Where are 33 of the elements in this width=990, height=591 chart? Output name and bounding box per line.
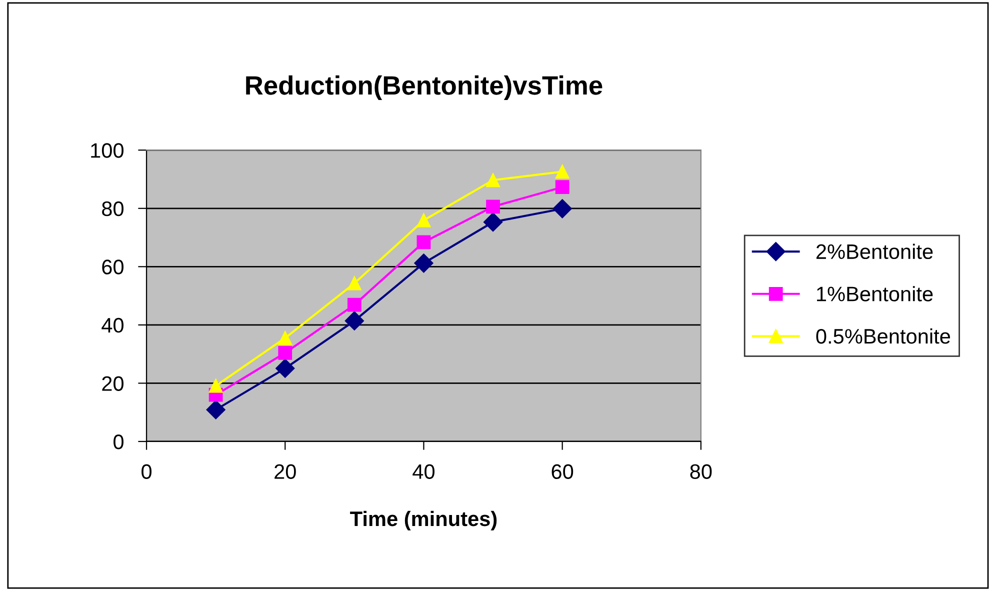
x-tick-label: 40 (412, 464, 434, 479)
legend-label: 2%Bentonite (816, 244, 933, 260)
point (555, 164, 570, 179)
point (486, 200, 500, 214)
point (347, 298, 362, 312)
x-axis-title: Time (minutes) (350, 510, 497, 530)
x-tick-label: 60 (552, 464, 574, 479)
point (555, 180, 570, 194)
y-tick-label: 80 (102, 201, 124, 216)
point (344, 311, 364, 330)
point (483, 212, 503, 232)
point (278, 331, 292, 345)
point (486, 173, 500, 188)
point (276, 358, 295, 378)
legend-label: 1%Bentonite (817, 286, 933, 302)
point (414, 254, 434, 273)
point (416, 213, 431, 228)
x-tick-label: 20 (274, 464, 296, 479)
point (347, 276, 362, 290)
y-tick-label: 0 (114, 434, 124, 450)
point (208, 378, 223, 393)
point (206, 400, 226, 420)
point (278, 346, 292, 360)
y-tick-label: 20 (102, 376, 124, 391)
legend-label: 0.5%Bentonite (816, 328, 950, 344)
y-tick-label: 60 (102, 260, 124, 274)
y-tick-label: 100 (91, 143, 124, 158)
point (416, 235, 431, 250)
chart-title: Reduction(Bentonite)vsTime (246, 75, 602, 100)
x-tick-label: 0 (142, 464, 152, 479)
y-tick-label: 40 (102, 318, 124, 333)
point (552, 199, 572, 218)
x-tick-label: 80 (690, 464, 712, 479)
